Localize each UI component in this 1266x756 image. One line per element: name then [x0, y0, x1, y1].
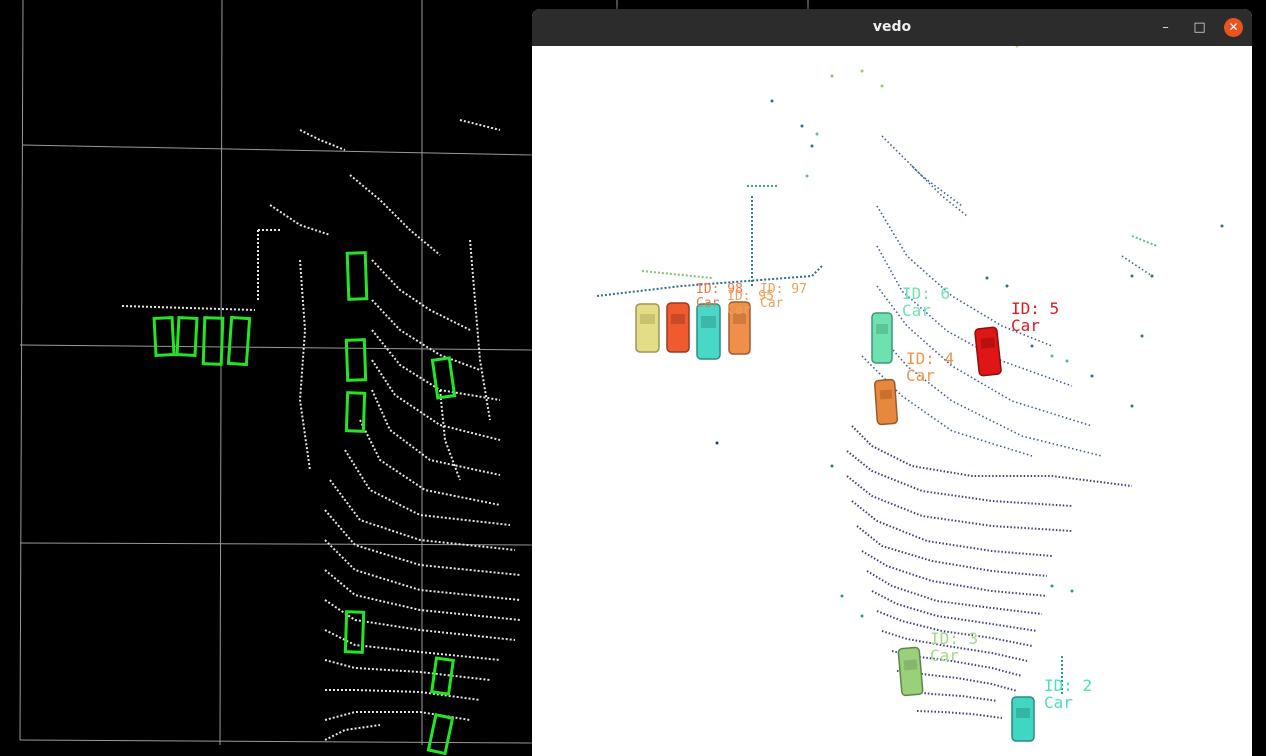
lidar-points-white	[121, 119, 521, 741]
left-box	[343, 610, 366, 654]
left-box	[430, 356, 457, 400]
vehicle-teal	[1011, 696, 1035, 742]
vehicle-yellow	[635, 303, 660, 353]
left-viewer-background	[0, 0, 532, 756]
lidar-structures	[596, 185, 1158, 696]
lidar-scatter	[715, 46, 1224, 618]
left-box	[152, 315, 176, 358]
left-box	[344, 338, 368, 382]
label-class-text: Car	[930, 646, 959, 665]
vehicle-red	[974, 326, 1002, 377]
label-id3: ID: 3 Car	[930, 629, 978, 665]
minimize-icon[interactable]: –	[1162, 20, 1169, 35]
label-class-text: Car	[1044, 693, 1073, 712]
left-box	[344, 391, 367, 433]
label-id-text: ID: 2	[1044, 676, 1092, 695]
label-class-text: Car	[906, 366, 935, 385]
label-class-text: Car	[727, 303, 751, 318]
vehicle-cyan	[696, 303, 721, 360]
label-id5: ID: 5 Car	[1011, 299, 1059, 335]
close-icon[interactable]: ✕	[1224, 18, 1243, 37]
window-title: vedo	[872, 19, 912, 35]
vehicle-orange-id4	[874, 378, 898, 426]
label-id-text: ID: 98	[696, 282, 743, 297]
left-box	[345, 251, 369, 301]
label-id-text: ID: 95	[727, 289, 774, 304]
label-id-text: ID: 4	[906, 349, 954, 368]
label-id-text: ID: 5	[1011, 299, 1059, 318]
label-class-text: Car	[902, 301, 931, 320]
vehicle-red-orange	[666, 302, 690, 353]
label-id6: ID: 6 Car	[902, 284, 950, 320]
label-id-text: ID: 3	[930, 629, 978, 648]
label-id97: ID: 97 Car	[760, 282, 807, 311]
label-id4: ID: 4 Car	[906, 349, 954, 385]
label-id98: ID: 98 Car	[696, 282, 743, 311]
vehicle-green	[897, 646, 924, 697]
label-class-text: Car	[696, 296, 720, 311]
label-class-text: Car	[1011, 316, 1040, 335]
left-box	[426, 712, 455, 756]
left-box	[175, 315, 199, 358]
lidar-rings	[846, 425, 1133, 719]
maximize-icon[interactable]: □	[1193, 20, 1206, 35]
left-box	[201, 316, 225, 366]
vehicle-orange	[728, 301, 751, 355]
label-id2: ID: 2 Car	[1044, 676, 1092, 712]
label-id-text: ID: 6	[902, 284, 950, 303]
label-id-text: ID: 97	[760, 282, 807, 297]
label-id95: ID: 95 Car	[727, 289, 774, 318]
window-titlebar[interactable]: vedo – □ ✕	[532, 9, 1252, 46]
left-detection-boxes	[152, 251, 457, 756]
vehicle-mint	[871, 312, 893, 364]
left-box	[430, 656, 455, 696]
lidar-curves	[861, 135, 1153, 457]
lidar-scene[interactable]: ID: 6 Car ID: 5 Car ID: 4 Car ID: 97 Car…	[532, 46, 1252, 756]
label-class-text: Car	[760, 296, 784, 311]
vedo-window[interactable]: vedo – □ ✕	[532, 9, 1252, 756]
left-box	[226, 315, 252, 367]
grid-lines	[19, 0, 809, 746]
